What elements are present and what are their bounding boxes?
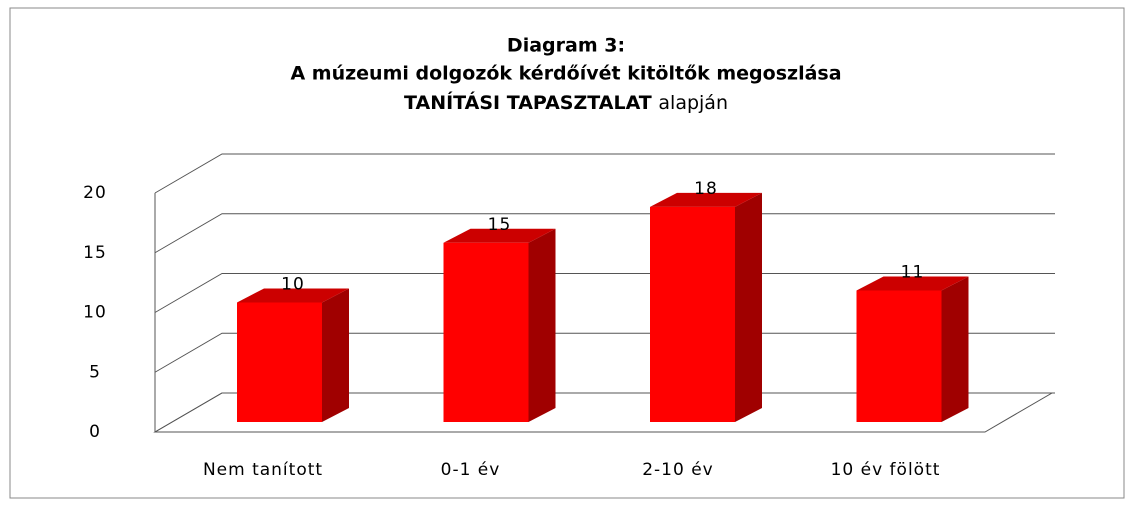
- bar-face: [735, 192, 762, 422]
- y-tick-label: 10: [83, 303, 107, 323]
- grid-line: [154, 273, 1055, 313]
- chart-title: A múzeumi dolgozók kérdőívét kitöltők me…: [290, 63, 841, 85]
- bar: [650, 192, 762, 422]
- chart-title: TANÍTÁSI TAPASZTALAT: [404, 91, 652, 114]
- bar-face: [443, 242, 529, 422]
- x-tick-label: 2-10 év: [642, 460, 714, 480]
- grid-line: [154, 153, 1055, 194]
- data-label: 18: [694, 179, 718, 199]
- chart-title: TANÍTÁSI TAPASZTALAT alapján: [404, 91, 728, 114]
- chart-title: alapján: [658, 92, 728, 114]
- x-tick-label: 10 év fölött: [831, 460, 941, 480]
- bar-face: [528, 228, 556, 422]
- bar: [856, 276, 969, 422]
- bar-face: [237, 302, 322, 422]
- chart-title: Diagram 3:: [507, 35, 625, 57]
- bar-face: [941, 276, 969, 422]
- bar-face: [856, 290, 942, 422]
- bar-face: [856, 276, 969, 291]
- bar-face: [322, 288, 349, 422]
- x-tick-label: 0-1 év: [441, 460, 501, 480]
- grid-line: [154, 332, 1055, 373]
- y-tick-label: 15: [83, 243, 107, 263]
- bar-face: [650, 192, 762, 207]
- x-tick-label: Nem tanított: [203, 460, 323, 480]
- y-tick-label: 20: [83, 183, 107, 203]
- grid-line: [154, 392, 1055, 433]
- y-tick-label: 5: [89, 362, 101, 382]
- bar-face: [237, 288, 349, 303]
- bar-face: [650, 206, 735, 422]
- data-label: 10: [281, 275, 305, 295]
- bar: [443, 228, 556, 422]
- bar: [237, 288, 349, 422]
- grid-line: [154, 213, 1055, 254]
- y-tick-label: 0: [89, 422, 101, 442]
- data-label: 15: [488, 215, 512, 235]
- data-label: 11: [901, 263, 925, 283]
- bar-face: [443, 228, 556, 243]
